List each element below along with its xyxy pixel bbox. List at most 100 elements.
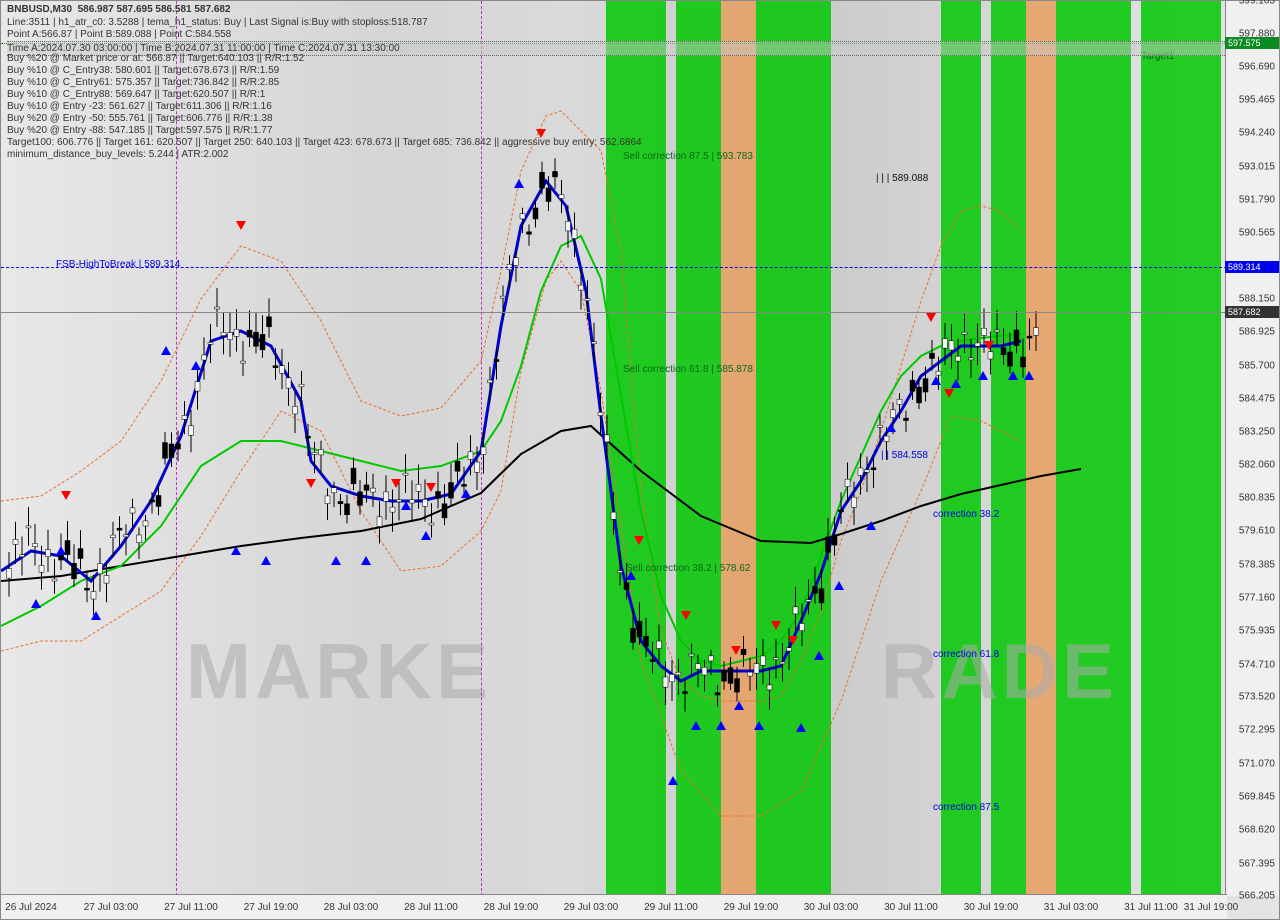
buy-arrow-icon <box>421 531 431 540</box>
buy-arrow-icon <box>978 371 988 380</box>
buy-arrow-icon <box>231 546 241 555</box>
buy-arrow-icon <box>401 501 411 510</box>
x-tick-label: 29 Jul 03:00 <box>564 902 619 913</box>
sell-arrow-icon <box>788 636 798 645</box>
x-tick-label: 31 Jul 03:00 <box>1044 902 1099 913</box>
buy-arrow-icon <box>261 556 271 565</box>
price-level-line <box>1 267 1227 268</box>
chart-plot-area[interactable]: MARKE RADE FSB-HighToBreak | 589.314Targ… <box>1 1 1227 896</box>
buy-arrow-icon <box>1024 371 1034 380</box>
y-tick-label: 594.240 <box>1239 128 1275 139</box>
info-line: Target100: 606.776 || Target 161: 620.50… <box>7 137 642 148</box>
x-tick-label: 30 Jul 03:00 <box>804 902 859 913</box>
buy-arrow-icon <box>1008 371 1018 380</box>
x-tick-label: 29 Jul 19:00 <box>724 902 779 913</box>
y-tick-label: 575.935 <box>1239 626 1275 637</box>
green-band <box>676 1 721 896</box>
y-tick-label: 584.475 <box>1239 393 1275 404</box>
x-tick-label: 27 Jul 19:00 <box>244 902 299 913</box>
x-tick-label: 31 Jul 19:00 <box>1184 902 1239 913</box>
y-tick-label: 567.395 <box>1239 858 1275 869</box>
y-tick-label: 573.520 <box>1239 692 1275 703</box>
price-axis: 599.105597.880596.690595.465594.240593.0… <box>1225 1 1279 896</box>
y-tick-label: 595.465 <box>1239 95 1275 106</box>
y-tick-label: 585.700 <box>1239 360 1275 371</box>
sell-arrow-icon <box>771 621 781 630</box>
sell-arrow-icon <box>426 483 436 492</box>
chart-annotation: Sell correction 61.8 | 585.878 <box>623 364 753 375</box>
info-line: Buy %20 @ Entry -50: 555.761 || Target:6… <box>7 113 273 124</box>
x-tick-label: 31 Jul 11:00 <box>1124 902 1178 913</box>
y-tick-label: 568.620 <box>1239 825 1275 836</box>
green-band <box>1141 1 1221 896</box>
chart-annotation: correction 87.5 <box>933 802 999 813</box>
price-level-line <box>1 312 1227 313</box>
green-band <box>941 1 981 896</box>
buy-arrow-icon <box>461 489 471 498</box>
buy-arrow-icon <box>668 776 678 785</box>
time-axis: 26 Jul 202427 Jul 03:0027 Jul 11:0027 Ju… <box>1 894 1227 919</box>
x-tick-label: 28 Jul 11:00 <box>404 902 458 913</box>
chart-annotation: | | 584.558 <box>881 450 928 461</box>
y-tick-label: 593.015 <box>1239 161 1275 172</box>
info-line: Buy %10 @ C_Entry38: 580.601 || Target:6… <box>7 65 279 76</box>
green-band <box>1056 1 1131 896</box>
buy-arrow-icon <box>514 179 524 188</box>
buy-arrow-icon <box>886 423 896 432</box>
chart-annotation: correction 38.2 <box>933 509 999 520</box>
buy-arrow-icon <box>834 581 844 590</box>
green-band <box>756 1 831 896</box>
watermark-b: RADE <box>881 626 1118 717</box>
y-tick-label: 574.710 <box>1239 659 1275 670</box>
x-tick-label: 26 Jul 2024 <box>5 902 57 913</box>
x-tick-label: 30 Jul 19:00 <box>964 902 1019 913</box>
buy-arrow-icon <box>814 651 824 660</box>
buy-arrow-icon <box>866 521 876 530</box>
x-tick-label: 27 Jul 11:00 <box>164 902 218 913</box>
y-tick-label: 599.105 <box>1239 0 1275 7</box>
buy-arrow-icon <box>191 361 201 370</box>
info-line: Line:3511 | h1_atr_c0: 3.5288 | tema_h1_… <box>7 17 428 28</box>
chart-annotation: Sell correction 38.2 | 578.62 <box>626 563 750 574</box>
sell-arrow-icon <box>731 646 741 655</box>
buy-arrow-icon <box>91 611 101 620</box>
y-tick-label: 579.610 <box>1239 526 1275 537</box>
y-tick-label: 583.250 <box>1239 427 1275 438</box>
info-line: Point A:566.87 | Point B:589.088 | Point… <box>7 29 231 40</box>
y-tick-label: 566.205 <box>1239 891 1275 902</box>
buy-arrow-icon <box>161 346 171 355</box>
buy-arrow-icon <box>931 376 941 385</box>
info-line: Buy %10 @ C_Entry88: 569.647 || Target:6… <box>7 89 265 100</box>
buy-arrow-icon <box>716 721 726 730</box>
x-tick-label: 28 Jul 19:00 <box>484 902 539 913</box>
green-band <box>606 1 666 896</box>
trading-chart: MARKE RADE FSB-HighToBreak | 589.314Targ… <box>0 0 1280 920</box>
price-tag: 587.682 <box>1225 306 1279 318</box>
sell-arrow-icon <box>634 536 644 545</box>
buy-arrow-icon <box>796 723 806 732</box>
sell-arrow-icon <box>944 389 954 398</box>
buy-arrow-icon <box>951 379 961 388</box>
y-tick-label: 588.150 <box>1239 294 1275 305</box>
y-tick-label: 572.295 <box>1239 725 1275 736</box>
sell-arrow-icon <box>391 479 401 488</box>
x-tick-label: 30 Jul 11:00 <box>884 902 938 913</box>
green-band <box>991 1 1026 896</box>
orange-band <box>1026 1 1056 896</box>
sell-arrow-icon <box>61 491 71 500</box>
info-line: Buy %20 @ Entry -88: 547.185 || Target:5… <box>7 125 273 136</box>
y-tick-label: 580.835 <box>1239 493 1275 504</box>
y-tick-label: 571.070 <box>1239 758 1275 769</box>
y-tick-label: 586.925 <box>1239 327 1275 338</box>
orange-band <box>721 1 756 896</box>
buy-arrow-icon <box>331 556 341 565</box>
chart-annotation: Sell correction 87.5 | 593.783 <box>623 151 753 162</box>
y-tick-label: 577.160 <box>1239 592 1275 603</box>
info-line: minimum_distance_buy_levels: 5.244 | ATR… <box>7 149 228 160</box>
x-tick-label: 28 Jul 03:00 <box>324 902 379 913</box>
buy-arrow-icon <box>56 546 66 555</box>
price-tag: 597.575 <box>1225 37 1279 49</box>
buy-arrow-icon <box>361 556 371 565</box>
y-tick-label: 569.845 <box>1239 791 1275 802</box>
buy-arrow-icon <box>734 701 744 710</box>
